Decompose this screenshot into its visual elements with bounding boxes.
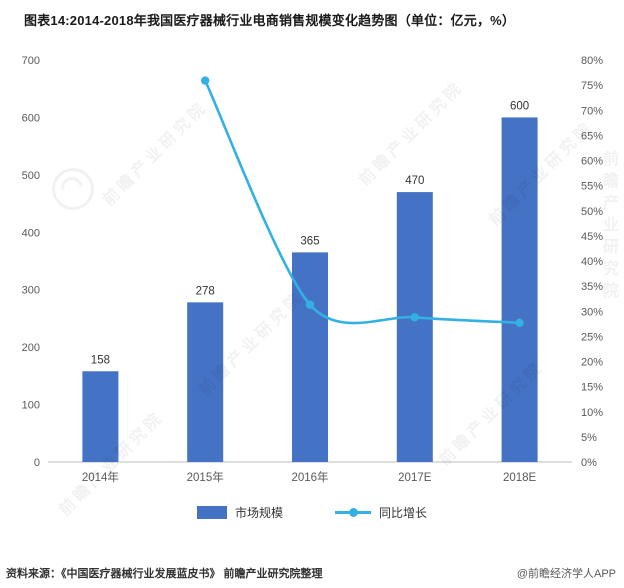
right-axis-tick: 50% <box>581 205 603 217</box>
legend-item-market-size: 市场规模 <box>196 504 283 521</box>
bar-2015年 <box>187 301 224 462</box>
line-swatch-dot <box>349 507 358 517</box>
x-axis-category: 2018E <box>503 472 537 484</box>
bar-value-label: 600 <box>510 100 529 112</box>
right-axis-tick: 55% <box>581 180 603 192</box>
chart-title: 图表14:2014-2018年我国医疗器械行业电商销售规模变化趋势图（单位：亿元… <box>24 13 516 28</box>
legend: 市场规模 同比增长 <box>0 504 624 521</box>
credit-note: @前瞻经济学人APP <box>516 568 616 580</box>
bar-value-label: 470 <box>405 175 424 187</box>
bar-series-swatch <box>196 505 227 519</box>
left-axis-tick: 500 <box>22 169 40 181</box>
growth-line <box>203 78 521 324</box>
right-axis-tick: 70% <box>581 105 603 117</box>
right-axis-tick: 25% <box>581 331 603 343</box>
x-axis-category: 2016年 <box>291 470 328 484</box>
growth-line-marker <box>410 312 419 322</box>
left-axis-tick: 200 <box>22 342 40 354</box>
right-axis-tick: 35% <box>581 281 603 293</box>
right-axis-tick: 40% <box>581 256 603 268</box>
bar-2016年 <box>292 251 328 462</box>
x-axis-category: 2014年 <box>82 470 119 484</box>
bar-value-label: 365 <box>300 235 319 247</box>
right-axis-tick: 5% <box>581 431 597 443</box>
bar-2018E <box>501 116 538 462</box>
right-axis-tick: 10% <box>581 406 603 418</box>
x-axis-category: 2015年 <box>187 470 224 484</box>
right-axis-tick: 60% <box>581 155 603 167</box>
right-axis-tick: 0% <box>581 457 597 469</box>
legend-item-yoy-growth: 同比增长 <box>335 504 427 521</box>
bar-value-label: 278 <box>196 285 215 297</box>
bar-2017E <box>396 191 433 462</box>
combo-chart-canvas: 0 100 200 300 400 500 600 700 0% 5% 10% 15% 20% 25% 30… <box>22 55 604 484</box>
right-axis-tick: 45% <box>581 230 603 242</box>
left-axis-tick: 700 <box>22 55 40 67</box>
bar-value-label: 158 <box>91 354 110 366</box>
right-axis-tick: 15% <box>581 381 603 393</box>
growth-line-marker <box>201 75 210 85</box>
growth-line-marker <box>305 300 315 309</box>
line-series-swatch <box>335 506 371 519</box>
left-axis-tick: 300 <box>22 284 40 296</box>
bar-2014年 <box>82 370 119 462</box>
left-axis-tick: 400 <box>22 227 40 239</box>
right-axis-tick: 20% <box>581 356 603 368</box>
left-axis-tick: 600 <box>22 112 40 124</box>
right-axis-tick: 30% <box>581 306 603 318</box>
source-note: 资料来源：《中国医疗器械行业发展蓝皮书》 前瞻产业研究院整理 <box>6 568 323 580</box>
right-axis-tick: 80% <box>581 55 603 67</box>
legend-label-yoy-growth: 同比增长 <box>379 505 428 520</box>
legend-label-market-size: 市场规模 <box>234 505 283 520</box>
x-axis-category: 2017E <box>398 472 432 484</box>
left-axis-tick: 0 <box>34 457 40 469</box>
footer: 资料来源：《中国医疗器械行业发展蓝皮书》 前瞻产业研究院整理 @前瞻经济学人AP… <box>0 565 624 581</box>
left-axis-tick: 100 <box>22 399 40 411</box>
right-axis-tick: 75% <box>581 80 603 92</box>
growth-line-marker <box>515 318 524 327</box>
right-axis-tick: 65% <box>581 130 603 142</box>
